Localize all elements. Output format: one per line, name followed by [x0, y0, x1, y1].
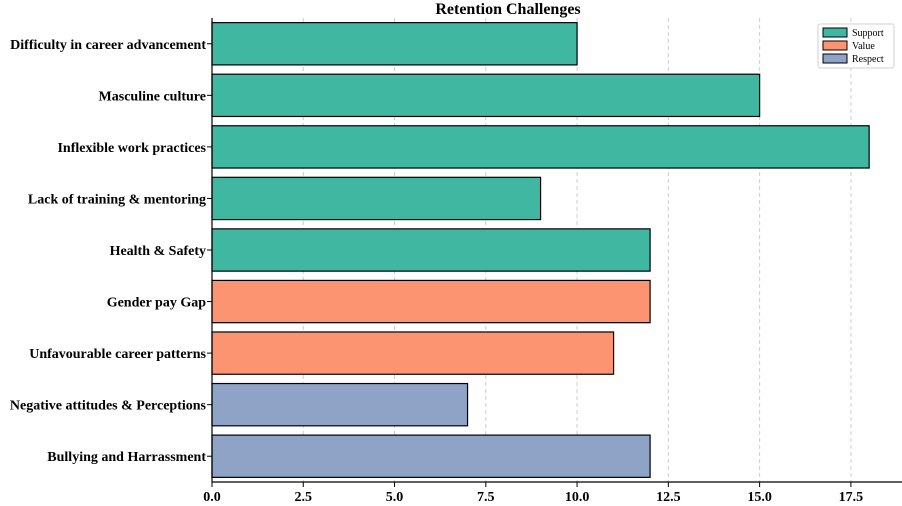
legend-label-2: Respect [852, 54, 884, 65]
bar-2 [211, 125, 870, 169]
legend-swatch-1 [822, 40, 848, 51]
legend-swatch-0 [822, 27, 848, 38]
category-label-5: Gender pay Gap [107, 296, 207, 311]
legend-label-1: Value [852, 41, 875, 52]
bar-6 [211, 331, 615, 375]
bar-4 [211, 228, 651, 272]
bar-5 [211, 279, 651, 324]
x-ticks-group: 0.0 2.5 5.0 7.5 10.0 12.5 15.0 17.5 [203, 482, 863, 505]
x-tick-label-5: 12.5 [656, 490, 681, 505]
x-tick-label-0: 0.0 [203, 490, 221, 505]
category-label-0: Difficulty in career advancement [10, 38, 206, 53]
category-label-6: Unfavourable career patterns [29, 347, 206, 362]
bar-8 [211, 434, 651, 478]
category-label-4: Health & Safety [110, 244, 206, 259]
x-tick-label-4: 10.0 [565, 490, 590, 505]
category-label-7: Negative attitudes & Perceptions [10, 399, 207, 414]
legend-swatch-2 [822, 53, 848, 64]
chart-title: Retention Challenges [435, 1, 580, 18]
bar-3 [211, 176, 542, 221]
x-tick-label-7: 17.5 [839, 490, 864, 505]
category-label-3: Lack of training & mentoring [28, 192, 206, 207]
category-labels-group: Difficulty in career advancement Masculin… [10, 38, 212, 465]
legend-label-0: Support [852, 28, 884, 39]
x-tick-label-2: 5.0 [386, 490, 404, 505]
category-label-1: Masculine culture [99, 89, 206, 104]
bar-1 [211, 73, 761, 118]
bars-group [211, 22, 870, 478]
legend: Support Value Respect [817, 23, 895, 69]
x-tick-label-6: 15.0 [747, 490, 772, 505]
category-label-2: Inflexible work practices [57, 141, 206, 156]
category-label-8: Bullying and Harrassment [47, 450, 206, 465]
x-tick-label-1: 2.5 [295, 490, 313, 505]
bar-0 [211, 22, 578, 66]
bar-7 [211, 382, 469, 427]
x-tick-label-3: 7.5 [477, 490, 495, 505]
